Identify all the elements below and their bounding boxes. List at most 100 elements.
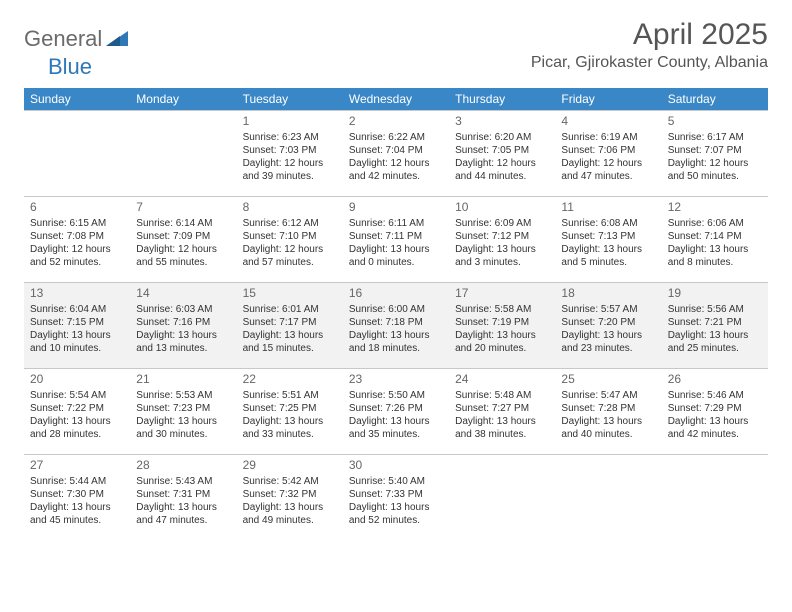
calendar-day-cell: 14Sunrise: 6:03 AMSunset: 7:16 PMDayligh… xyxy=(130,283,236,369)
calendar-day-cell: 22Sunrise: 5:51 AMSunset: 7:25 PMDayligh… xyxy=(237,369,343,455)
day-sunrise: Sunrise: 5:44 AM xyxy=(30,475,124,488)
calendar-week-row: 27Sunrise: 5:44 AMSunset: 7:30 PMDayligh… xyxy=(24,455,768,541)
day-sunrise: Sunrise: 6:15 AM xyxy=(30,217,124,230)
day-number: 10 xyxy=(455,200,549,216)
day-daylight2: and 33 minutes. xyxy=(243,428,337,441)
weekday-header: Friday xyxy=(555,88,661,111)
day-sunset: Sunset: 7:20 PM xyxy=(561,316,655,329)
calendar-day-cell: 16Sunrise: 6:00 AMSunset: 7:18 PMDayligh… xyxy=(343,283,449,369)
day-sunset: Sunset: 7:18 PM xyxy=(349,316,443,329)
calendar-day-cell: 7Sunrise: 6:14 AMSunset: 7:09 PMDaylight… xyxy=(130,197,236,283)
day-sunset: Sunset: 7:03 PM xyxy=(243,144,337,157)
day-number: 29 xyxy=(243,458,337,474)
day-daylight1: Daylight: 13 hours xyxy=(349,243,443,256)
day-number: 30 xyxy=(349,458,443,474)
day-daylight1: Daylight: 13 hours xyxy=(349,329,443,342)
calendar-day-cell: 30Sunrise: 5:40 AMSunset: 7:33 PMDayligh… xyxy=(343,455,449,541)
day-sunset: Sunset: 7:17 PM xyxy=(243,316,337,329)
day-number: 13 xyxy=(30,286,124,302)
day-daylight2: and 25 minutes. xyxy=(668,342,762,355)
day-sunset: Sunset: 7:25 PM xyxy=(243,402,337,415)
day-daylight1: Daylight: 13 hours xyxy=(455,243,549,256)
calendar-day-cell: 29Sunrise: 5:42 AMSunset: 7:32 PMDayligh… xyxy=(237,455,343,541)
day-daylight1: Daylight: 13 hours xyxy=(349,501,443,514)
day-sunrise: Sunrise: 6:11 AM xyxy=(349,217,443,230)
day-sunrise: Sunrise: 5:58 AM xyxy=(455,303,549,316)
day-daylight2: and 44 minutes. xyxy=(455,170,549,183)
day-sunset: Sunset: 7:32 PM xyxy=(243,488,337,501)
day-sunset: Sunset: 7:26 PM xyxy=(349,402,443,415)
calendar-week-row: 13Sunrise: 6:04 AMSunset: 7:15 PMDayligh… xyxy=(24,283,768,369)
day-daylight1: Daylight: 12 hours xyxy=(243,243,337,256)
day-sunrise: Sunrise: 6:01 AM xyxy=(243,303,337,316)
calendar-empty-cell xyxy=(24,111,130,197)
day-number: 7 xyxy=(136,200,230,216)
day-daylight1: Daylight: 12 hours xyxy=(455,157,549,170)
brand-triangle-icon xyxy=(106,28,128,51)
weekday-header: Wednesday xyxy=(343,88,449,111)
day-daylight2: and 18 minutes. xyxy=(349,342,443,355)
calendar-day-cell: 13Sunrise: 6:04 AMSunset: 7:15 PMDayligh… xyxy=(24,283,130,369)
day-daylight2: and 13 minutes. xyxy=(136,342,230,355)
brand-logo: General xyxy=(24,26,130,52)
calendar-day-cell: 11Sunrise: 6:08 AMSunset: 7:13 PMDayligh… xyxy=(555,197,661,283)
day-daylight2: and 42 minutes. xyxy=(668,428,762,441)
day-daylight2: and 45 minutes. xyxy=(30,514,124,527)
day-daylight2: and 28 minutes. xyxy=(30,428,124,441)
calendar-week-row: 6Sunrise: 6:15 AMSunset: 7:08 PM Daylight… xyxy=(24,197,768,283)
calendar-empty-cell xyxy=(555,455,661,541)
day-daylight2: and 30 minutes. xyxy=(136,428,230,441)
day-number: 27 xyxy=(30,458,124,474)
brand-part2: Blue xyxy=(48,54,92,79)
day-daylight2: and 20 minutes. xyxy=(455,342,549,355)
day-sunset: Sunset: 7:04 PM xyxy=(349,144,443,157)
day-sunrise: Sunrise: 6:20 AM xyxy=(455,131,549,144)
day-daylight2: and 47 minutes. xyxy=(136,514,230,527)
day-daylight2: and 8 minutes. xyxy=(668,256,762,269)
day-number: 22 xyxy=(243,372,337,388)
day-sunrise: Sunrise: 5:48 AM xyxy=(455,389,549,402)
day-daylight1: Daylight: 13 hours xyxy=(668,329,762,342)
calendar-day-cell: 27Sunrise: 5:44 AMSunset: 7:30 PMDayligh… xyxy=(24,455,130,541)
day-daylight2: and 39 minutes. xyxy=(243,170,337,183)
calendar-week-row: 20Sunrise: 5:54 AMSunset: 7:22 PMDayligh… xyxy=(24,369,768,455)
calendar-empty-cell xyxy=(130,111,236,197)
day-number: 21 xyxy=(136,372,230,388)
day-number: 16 xyxy=(349,286,443,302)
weekday-header: Saturday xyxy=(662,88,768,111)
day-sunset: Sunset: 7:14 PM xyxy=(668,230,762,243)
day-sunset: Sunset: 7:11 PM xyxy=(349,230,443,243)
calendar-day-cell: 10Sunrise: 6:09 AMSunset: 7:12 PMDayligh… xyxy=(449,197,555,283)
day-daylight1: Daylight: 13 hours xyxy=(349,415,443,428)
day-sunset: Sunset: 7:12 PM xyxy=(455,230,549,243)
calendar-day-cell: 5Sunrise: 6:17 AMSunset: 7:07 PMDaylight… xyxy=(662,111,768,197)
day-sunrise: Sunrise: 6:23 AM xyxy=(243,131,337,144)
calendar-day-cell: 1Sunrise: 6:23 AMSunset: 7:03 PMDaylight… xyxy=(237,111,343,197)
calendar-day-cell: 15Sunrise: 6:01 AMSunset: 7:17 PMDayligh… xyxy=(237,283,343,369)
day-daylight2: and 57 minutes. xyxy=(243,256,337,269)
day-sunrise: Sunrise: 5:54 AM xyxy=(30,389,124,402)
day-sunset: Sunset: 7:28 PM xyxy=(561,402,655,415)
day-number: 14 xyxy=(136,286,230,302)
day-number: 6 xyxy=(30,200,124,216)
day-daylight2: and 47 minutes. xyxy=(561,170,655,183)
day-daylight2: and 52 minutes. xyxy=(349,514,443,527)
day-sunset: Sunset: 7:08 PM xyxy=(30,230,124,243)
day-sunset: Sunset: 7:23 PM xyxy=(136,402,230,415)
day-daylight1: Daylight: 13 hours xyxy=(455,415,549,428)
day-sunset: Sunset: 7:06 PM xyxy=(561,144,655,157)
day-daylight1: Daylight: 13 hours xyxy=(243,415,337,428)
calendar-day-cell: 25Sunrise: 5:47 AMSunset: 7:28 PMDayligh… xyxy=(555,369,661,455)
day-daylight2: and 49 minutes. xyxy=(243,514,337,527)
weekday-header: Thursday xyxy=(449,88,555,111)
day-sunrise: Sunrise: 6:08 AM xyxy=(561,217,655,230)
day-daylight1: Daylight: 13 hours xyxy=(30,329,124,342)
calendar-day-cell: 23Sunrise: 5:50 AMSunset: 7:26 PMDayligh… xyxy=(343,369,449,455)
day-daylight1: Daylight: 12 hours xyxy=(668,157,762,170)
day-daylight1: Daylight: 12 hours xyxy=(561,157,655,170)
calendar-day-cell: 17Sunrise: 5:58 AMSunset: 7:19 PMDayligh… xyxy=(449,283,555,369)
day-sunrise: Sunrise: 5:46 AM xyxy=(668,389,762,402)
day-number: 1 xyxy=(243,114,337,130)
day-number: 2 xyxy=(349,114,443,130)
day-sunrise: Sunrise: 5:43 AM xyxy=(136,475,230,488)
